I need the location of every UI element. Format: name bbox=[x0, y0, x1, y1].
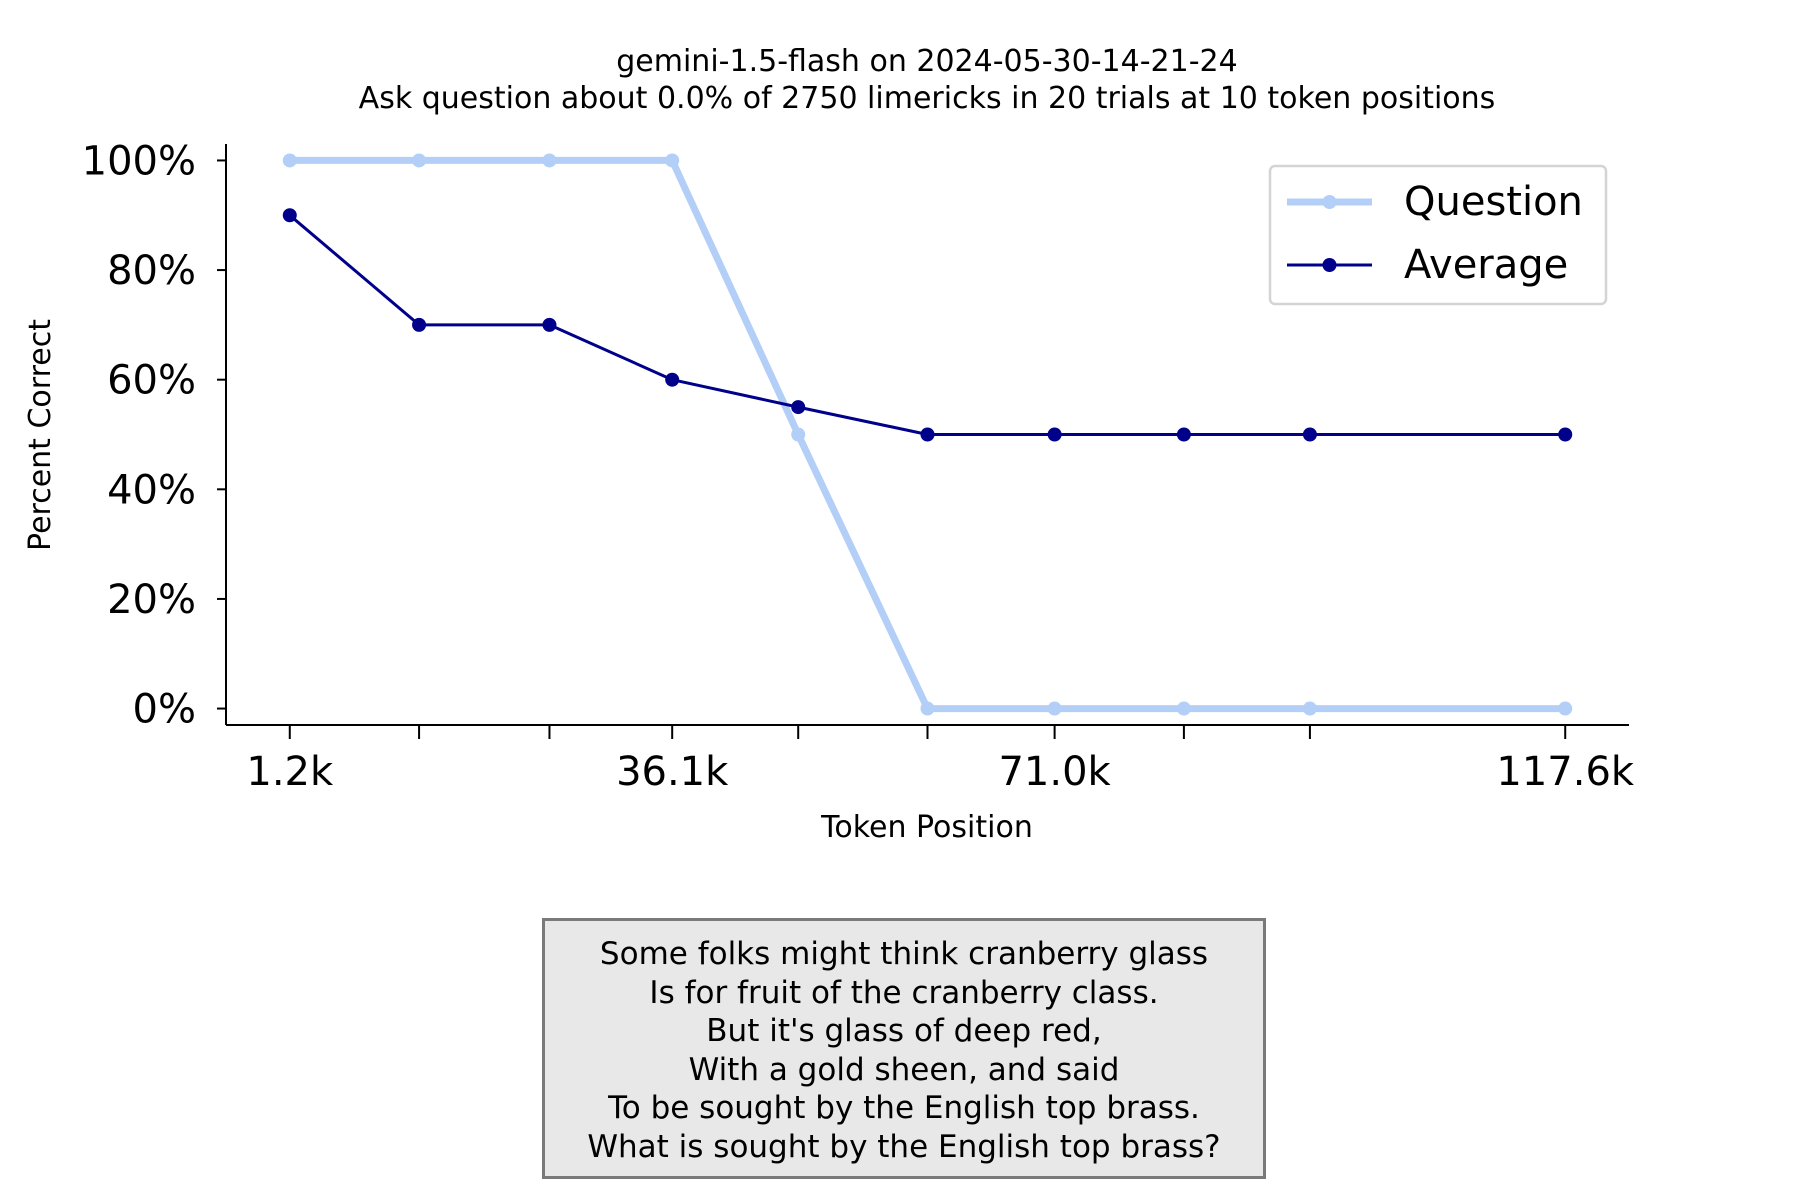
y-tick-label: 60% bbox=[107, 358, 196, 404]
y-tick-label: 20% bbox=[107, 577, 196, 623]
y-tick-label: 100% bbox=[82, 138, 196, 184]
series-layer bbox=[282, 153, 1573, 716]
y-tick-label: 0% bbox=[133, 687, 196, 733]
data-point-question bbox=[412, 153, 427, 168]
data-point-average bbox=[1176, 427, 1191, 442]
data-point-question bbox=[1558, 701, 1573, 716]
legend-label-average: Average bbox=[1404, 242, 1568, 288]
limerick-box: Some folks might think cranberry glass I… bbox=[542, 918, 1266, 1179]
data-point-average bbox=[791, 400, 806, 415]
x-tick-label: 1.2k bbox=[246, 749, 334, 795]
data-point-average bbox=[920, 427, 935, 442]
limerick-line: To be sought by the English top brass. bbox=[608, 1090, 1200, 1126]
y-tick-label: 40% bbox=[107, 467, 196, 513]
y-tick-label: 80% bbox=[107, 248, 196, 294]
limerick-line: But it's glass of deep red, bbox=[706, 1013, 1102, 1049]
data-point-question bbox=[1176, 701, 1191, 716]
data-point-average bbox=[665, 372, 680, 387]
data-point-average bbox=[1558, 427, 1573, 442]
legend-marker-question bbox=[1322, 195, 1337, 209]
data-point-question bbox=[1302, 701, 1317, 716]
series-line-question bbox=[286, 156, 1569, 713]
legend-marker-average bbox=[1322, 258, 1337, 272]
limerick-line: With a gold sheen, and said bbox=[688, 1051, 1120, 1088]
chart-title: gemini-1.5-flash on 2024-05-30-14-21-24 bbox=[616, 44, 1237, 79]
x-tick-label: 71.0k bbox=[998, 749, 1111, 795]
limerick-line: Is for fruit of the cranberry class. bbox=[649, 974, 1159, 1011]
chart-subtitle: Ask question about 0.0% of 2750 limerick… bbox=[359, 81, 1496, 116]
data-point-question bbox=[1047, 701, 1062, 716]
legend-label-question: Question bbox=[1404, 179, 1583, 225]
x-axis-ticks: 1.2k 36.1k 71.0k 117.6k bbox=[246, 725, 1635, 795]
line-chart: gemini-1.5-flash on 2024-05-30-14-21-24 … bbox=[23, 44, 1635, 845]
y-axis-ticks: 0% 20% 40% 60% 80% 100% bbox=[82, 138, 226, 733]
legend: Question Average bbox=[1268, 164, 1608, 306]
x-tick-label: 36.1k bbox=[616, 749, 729, 795]
limerick-line: What is sought by the English top brass? bbox=[587, 1128, 1221, 1165]
y-axis-label: Percent Correct bbox=[23, 319, 58, 551]
data-point-average bbox=[1302, 427, 1317, 442]
data-point-average bbox=[1047, 427, 1062, 442]
data-point-question bbox=[282, 153, 297, 168]
x-axis-label: Token Position bbox=[820, 810, 1033, 845]
limerick-line: Some folks might think cranberry glass bbox=[599, 936, 1209, 972]
data-point-average bbox=[412, 317, 427, 332]
data-point-question bbox=[665, 153, 680, 168]
data-point-question bbox=[791, 427, 806, 442]
series-line-average bbox=[288, 213, 1567, 436]
data-point-question bbox=[920, 701, 935, 716]
data-point-question bbox=[542, 153, 557, 168]
data-point-average bbox=[282, 208, 297, 223]
x-tick-label: 117.6k bbox=[1496, 749, 1635, 795]
data-point-average bbox=[542, 317, 557, 332]
